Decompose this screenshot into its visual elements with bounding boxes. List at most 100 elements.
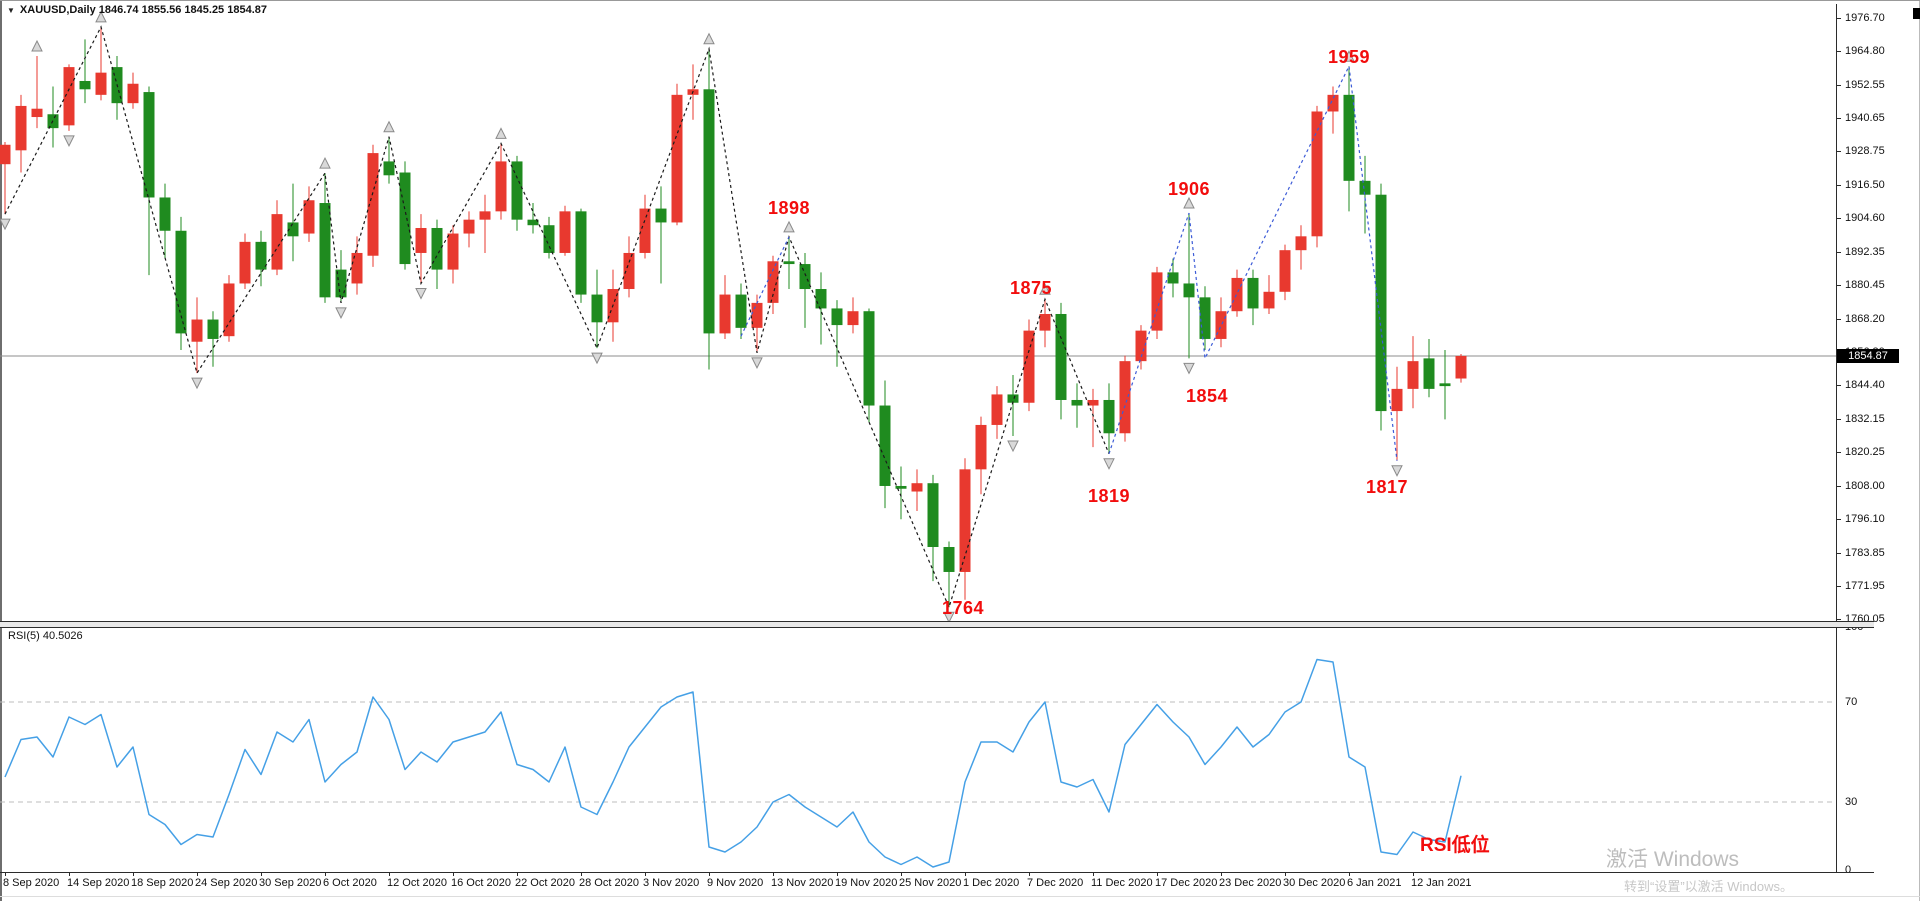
price-tick-label: 1964.80 bbox=[1845, 45, 1885, 57]
candle-24-sep bbox=[191, 319, 203, 342]
candle-30-sep bbox=[255, 241, 267, 270]
price-annotation-1959: 1959 bbox=[1327, 47, 1371, 68]
candle-31-dec bbox=[1295, 236, 1307, 251]
candle-10-dec bbox=[1071, 399, 1083, 406]
candle-29-dec bbox=[1263, 291, 1275, 309]
fractal-arrow-down-icon bbox=[1007, 440, 1019, 453]
price-tick-mark bbox=[1836, 385, 1841, 386]
date-tick-mark bbox=[581, 872, 582, 876]
candle-4-dec bbox=[1007, 394, 1019, 403]
price-tick-mark bbox=[1836, 485, 1841, 487]
date-tick-label: 11 Dec 2020 bbox=[1091, 877, 1153, 889]
date-tick-mark bbox=[1349, 872, 1350, 876]
price-tick-mark bbox=[1836, 451, 1841, 453]
candle-4-jan bbox=[1311, 111, 1323, 237]
fractal-arrow-up-icon bbox=[95, 10, 107, 23]
candle-6-jan bbox=[1343, 94, 1355, 181]
fractal-arrow-down-icon bbox=[943, 611, 955, 621]
candle-28-oct bbox=[575, 211, 587, 295]
candle-1-dec bbox=[959, 469, 971, 572]
date-tick-label: 13 Nov 2020 bbox=[771, 877, 834, 889]
candle-16-dec bbox=[1135, 330, 1147, 362]
date-tick-label: 12 Jan 2021 bbox=[1411, 877, 1472, 889]
candle-23-dec bbox=[1215, 311, 1227, 339]
price-tick-label: 1796.10 bbox=[1845, 512, 1885, 525]
candle-23-sep bbox=[175, 230, 187, 334]
candle-12-jan bbox=[1407, 361, 1419, 389]
candle-18-sep bbox=[127, 83, 139, 104]
price-tick-label: 1880.45 bbox=[1845, 278, 1885, 291]
fractal-arrow-down-icon bbox=[415, 287, 427, 300]
symbol-dropdown-icon[interactable]: ▼ bbox=[7, 5, 15, 15]
price-tick-label: 1976.70 bbox=[1845, 12, 1885, 24]
date-tick-mark bbox=[773, 872, 774, 876]
candle-3-nov bbox=[639, 208, 651, 253]
candle-28-sep bbox=[223, 283, 235, 337]
date-tick-mark bbox=[389, 872, 390, 876]
date-tick-mark bbox=[517, 872, 518, 876]
candle-26-nov bbox=[911, 483, 923, 492]
candle-5-jan bbox=[1327, 94, 1339, 112]
panel-splitter[interactable] bbox=[0, 621, 1874, 628]
fractal-arrow-up-icon bbox=[383, 120, 395, 133]
candle-21-dec bbox=[1183, 283, 1195, 298]
candle-9-nov bbox=[703, 89, 715, 334]
candle-14-jan bbox=[1439, 383, 1451, 387]
candle-19-nov bbox=[831, 308, 843, 326]
fractal-arrow-up-icon bbox=[703, 32, 715, 45]
candle-6-oct bbox=[319, 203, 331, 298]
date-tick-label: 9 Nov 2020 bbox=[707, 877, 764, 889]
candle-13-jan bbox=[1423, 358, 1435, 389]
date-tick-label: 8 Sep 2020 bbox=[3, 877, 60, 889]
date-tick-mark bbox=[325, 872, 326, 876]
candle-4-nov bbox=[655, 208, 667, 223]
price-tick-label: 1952.55 bbox=[1845, 78, 1885, 91]
main-chart-canvas[interactable] bbox=[0, 1, 1836, 621]
price-annotation-1875: 1875 bbox=[1009, 278, 1053, 299]
chart-title-text: XAUUSD,Daily 1846.74 1855.56 1845.25 185… bbox=[19, 4, 267, 16]
window-left-border bbox=[0, 1, 2, 901]
candle-9-dec bbox=[1055, 313, 1067, 400]
candle-13-nov bbox=[767, 261, 779, 303]
price-tick-mark bbox=[1836, 184, 1841, 186]
candle-23-oct bbox=[527, 219, 539, 226]
date-tick-mark bbox=[645, 872, 646, 876]
price-tick-mark bbox=[1836, 585, 1841, 587]
candle-5-nov bbox=[671, 94, 683, 223]
date-tick-label: 28 Oct 2020 bbox=[579, 877, 639, 889]
rsi-indicator-label: RSI(5) 40.5026 bbox=[8, 630, 83, 642]
price-tick-mark bbox=[1836, 418, 1841, 420]
date-tick-mark bbox=[133, 872, 134, 876]
candle-8-sep bbox=[0, 144, 11, 165]
candle-14-dec bbox=[1103, 399, 1115, 434]
date-tick-mark bbox=[261, 872, 262, 876]
date-tick-label: 3 Nov 2020 bbox=[643, 877, 700, 889]
candle-21-oct bbox=[495, 161, 507, 212]
date-tick-mark bbox=[453, 872, 454, 876]
candle-29-sep bbox=[239, 241, 251, 284]
price-tick-label: 1940.65 bbox=[1845, 112, 1885, 124]
current-price-badge: 1854.87 bbox=[1837, 348, 1899, 363]
candle-9-oct bbox=[367, 153, 379, 256]
candle-11-nov bbox=[735, 294, 747, 328]
rsi-panel-canvas[interactable] bbox=[0, 626, 1836, 875]
fractal-arrow-up-icon bbox=[1343, 50, 1355, 62]
fractal-arrow-down-icon bbox=[591, 352, 603, 365]
top-right-marker bbox=[1913, 8, 1920, 19]
fractal-arrow-down-icon bbox=[63, 135, 75, 148]
date-tick-label: 30 Dec 2020 bbox=[1283, 877, 1346, 889]
window-bottom-rule bbox=[0, 896, 1920, 897]
candle-3-dec bbox=[991, 394, 1003, 425]
rsi-line bbox=[4, 658, 1462, 868]
price-tick-mark bbox=[1836, 251, 1841, 253]
price-tick-label: 1832.15 bbox=[1845, 412, 1885, 425]
date-tick-label: 18 Sep 2020 bbox=[131, 877, 194, 889]
fractal-arrow-up-icon bbox=[783, 220, 795, 233]
price-tick-label: 1808.00 bbox=[1845, 479, 1885, 492]
price-tick-mark bbox=[1836, 51, 1841, 52]
date-tick-mark bbox=[197, 872, 198, 876]
candle-30-nov bbox=[943, 547, 955, 572]
price-tick-label: 1892.35 bbox=[1845, 245, 1885, 258]
candle-16-nov bbox=[783, 261, 795, 265]
